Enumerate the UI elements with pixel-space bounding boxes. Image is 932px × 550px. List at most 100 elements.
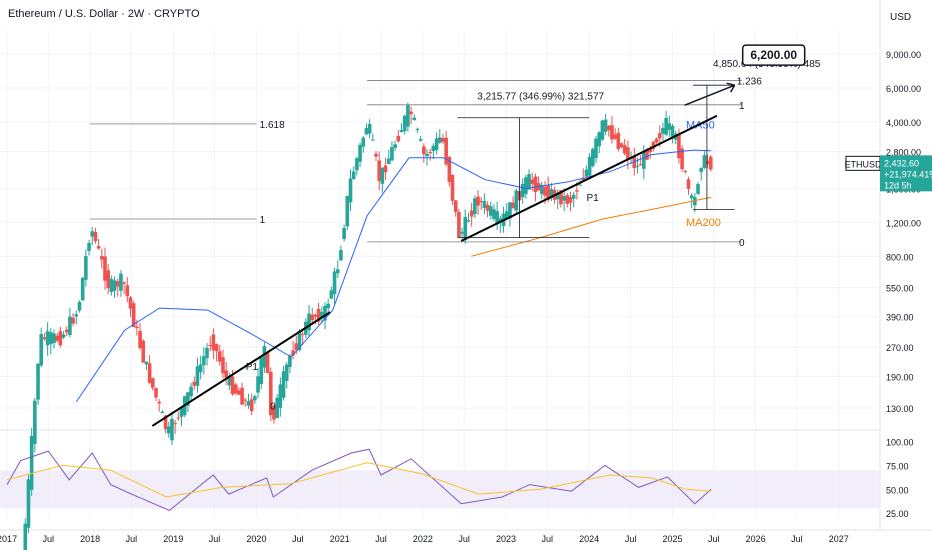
candle-body [208, 344, 213, 346]
candle-body [450, 174, 455, 201]
candle-body [74, 314, 79, 317]
candle-body [284, 364, 289, 381]
candle-body [173, 423, 177, 425]
last-price-value: 2,432.60 [884, 158, 919, 168]
candle-body [527, 174, 531, 190]
candle-body [578, 184, 582, 186]
candle-body [160, 411, 165, 414]
candle-body [288, 355, 292, 368]
date-tick-label: 2027 [829, 534, 849, 544]
date-tick-label: 2018 [80, 534, 100, 544]
candle-body [390, 147, 394, 161]
date-tick-label: Jul [458, 534, 470, 544]
candle-body [240, 387, 244, 405]
candle-body [272, 405, 276, 420]
candle-body [479, 201, 484, 203]
measure-label: 3,215.77 (346.99%) 321,577 [477, 92, 604, 103]
candle-body [488, 206, 493, 216]
fib-level-label: 1.618 [260, 120, 285, 131]
candle-body [425, 153, 429, 157]
candle-body [166, 426, 171, 434]
candle-body [351, 171, 356, 180]
candle-body [39, 334, 44, 366]
candle-body [71, 317, 75, 324]
candle-body [661, 127, 665, 134]
candle-body [125, 285, 130, 297]
candle-body [508, 202, 512, 219]
pivot-label: P1 [246, 362, 259, 373]
target-label: 6,200.00 [750, 48, 797, 62]
candle-body [179, 406, 184, 417]
candle-body [460, 231, 464, 234]
candle-body [651, 141, 656, 150]
fib-level-label: 1 [260, 215, 266, 226]
candle-body [253, 396, 257, 401]
candle-body [233, 384, 238, 394]
candle-body [699, 167, 704, 172]
candle-body [613, 134, 617, 139]
candle-body [115, 281, 120, 287]
date-tick-label: 2023 [496, 534, 516, 544]
candle-body [575, 190, 579, 192]
candle-body [147, 363, 152, 383]
candle-body [492, 209, 496, 219]
candle-body [103, 256, 107, 281]
candle-body [626, 147, 630, 161]
candle-body [52, 333, 56, 344]
pivot-label: P1 [586, 193, 599, 204]
price-tick-label: 550.00 [886, 284, 914, 294]
series-label: MA200 [686, 217, 721, 229]
candle-body [77, 301, 82, 311]
candle-body [383, 165, 388, 173]
candle-body [154, 388, 158, 398]
candle-body [211, 334, 216, 351]
candle-body [504, 211, 509, 220]
candle-body [61, 334, 66, 338]
candle-body [313, 314, 318, 317]
last-price-countdown: 12d 5h [884, 180, 912, 190]
candle-body [93, 232, 98, 242]
candle-body [546, 185, 550, 200]
price-tick-label: 800.00 [886, 252, 914, 262]
candle-body [345, 196, 350, 227]
trendline [460, 114, 718, 242]
candle-body [364, 128, 369, 135]
candle-body [45, 331, 50, 346]
candle-body [540, 184, 544, 194]
candle-body [559, 190, 563, 205]
candle-body [246, 401, 251, 406]
candle-body [109, 278, 114, 293]
date-tick-label: Jul [625, 534, 637, 544]
candle-body [332, 271, 337, 295]
candle-body [87, 243, 91, 251]
candle-body [645, 150, 649, 160]
candle-body [361, 137, 366, 147]
candle-body [476, 196, 480, 206]
candle-body [441, 138, 445, 142]
last-price-badge [880, 155, 932, 192]
date-tick-label: Jul [209, 534, 221, 544]
date-tick-label: 2024 [579, 534, 599, 544]
price-tick-label: 2,800.00 [886, 148, 921, 158]
candle-body [262, 346, 267, 368]
candle-body [533, 176, 538, 193]
symbol-label: ETHUSD [844, 159, 882, 169]
candle-body [374, 153, 378, 157]
candle-body [677, 133, 681, 159]
candle-body [310, 314, 315, 321]
price-tick-label: 270.00 [886, 343, 914, 353]
candle-body [603, 119, 608, 132]
candle-body [657, 133, 662, 139]
price-tick-label: 390.00 [886, 312, 914, 322]
date-tick-label: Jul [791, 534, 803, 544]
candle-body [221, 357, 225, 374]
candle-body [520, 183, 525, 198]
candle-body [320, 312, 324, 318]
candle-body [348, 178, 353, 203]
rsi-tick-label: 100.00 [886, 438, 914, 448]
candle-body [297, 330, 302, 351]
candle-body [230, 376, 235, 395]
candle-body [616, 132, 621, 149]
candle-body [64, 329, 69, 333]
